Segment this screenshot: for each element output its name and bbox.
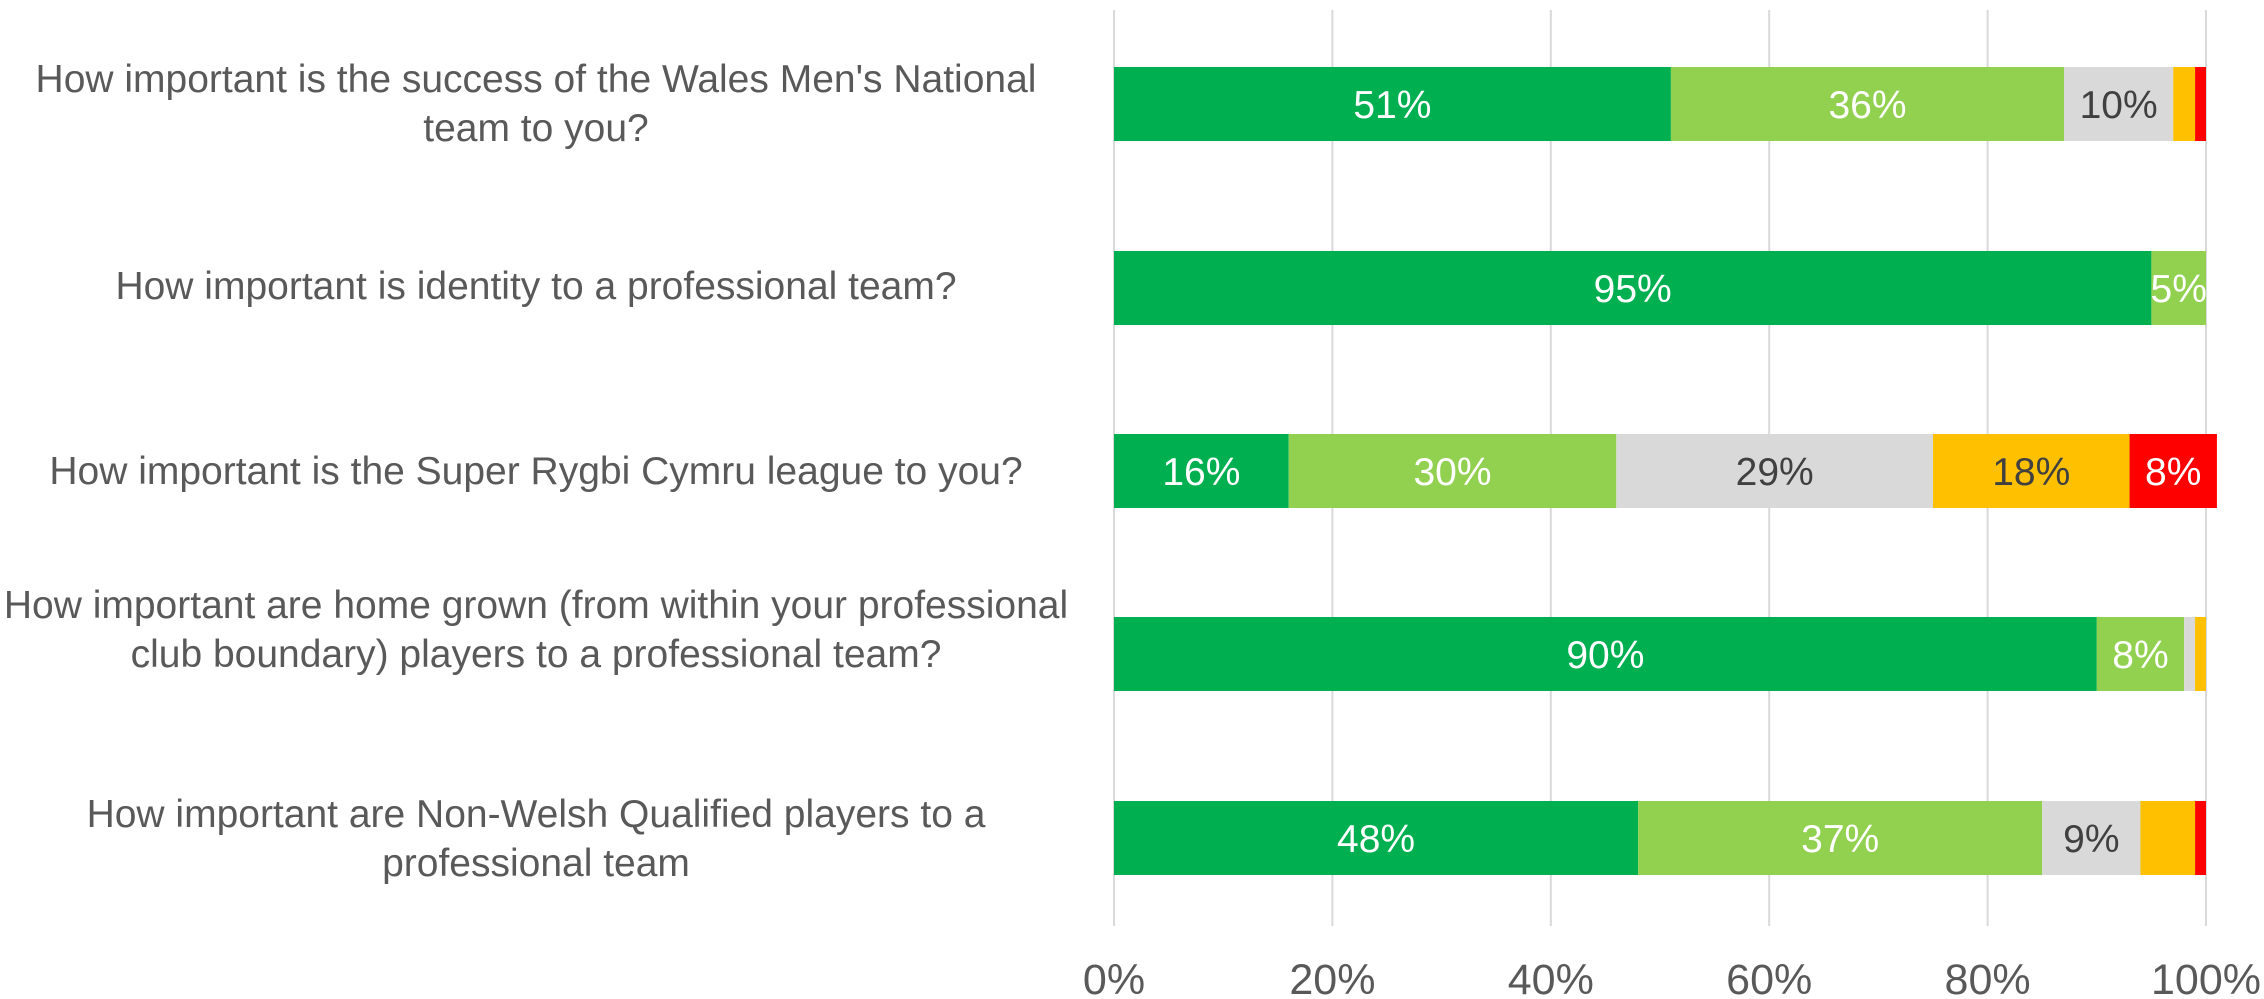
- data-label: 29%: [1736, 451, 1814, 494]
- bar-segment: [1114, 434, 1289, 508]
- data-label: 48%: [1337, 818, 1415, 861]
- data-label: 8%: [2112, 634, 2168, 677]
- bar-segment: [1114, 67, 1671, 141]
- data-label: 51%: [1353, 84, 1431, 127]
- bar-segment: [2096, 617, 2185, 691]
- category-label-home-grown-players: How important are home grown (from withi…: [3, 584, 1069, 676]
- data-label: 37%: [1801, 818, 1879, 861]
- bar-segment: [2173, 67, 2196, 141]
- bar-segment: [2195, 67, 2206, 141]
- data-label: 16%: [1162, 451, 1240, 494]
- bar-segment: [2195, 617, 2206, 691]
- data-label: 10%: [2080, 84, 2158, 127]
- bar-segment: [2042, 801, 2141, 875]
- category-label-wales-national-team: How important is the success of the Wale…: [35, 58, 1037, 150]
- data-label: 90%: [1566, 634, 1644, 677]
- bar-segment: [1616, 434, 1933, 508]
- bar-segment: [2184, 617, 2196, 691]
- bar-segment: [1114, 617, 2097, 691]
- data-label: 9%: [2063, 818, 2119, 861]
- bar-segment: [2195, 801, 2206, 875]
- bar-segment: [2129, 434, 2217, 508]
- data-label: 30%: [1413, 451, 1491, 494]
- data-label: 95%: [1594, 268, 1672, 311]
- bar-segment: [1288, 434, 1617, 508]
- data-label: 8%: [2145, 451, 2201, 494]
- x-tick-label: 40%: [1508, 956, 1594, 999]
- bar-segment: [2151, 251, 2206, 325]
- data-label: 36%: [1828, 84, 1906, 127]
- bar-segment: [2140, 801, 2196, 875]
- x-tick-label: 0%: [1083, 956, 1145, 999]
- x-tick-label: 80%: [1945, 956, 2031, 999]
- bar-segment: [1638, 801, 2043, 875]
- category-label-non-welsh-qualified: How important are Non-Welsh Qualified pl…: [86, 793, 986, 885]
- bar-segment: [1933, 434, 2130, 508]
- x-tick-label: 20%: [1289, 956, 1375, 999]
- bar-segment: [1114, 801, 1639, 875]
- data-label: 18%: [1992, 451, 2070, 494]
- bar-segment: [2064, 67, 2174, 141]
- category-label-identity: How important is identity to a professio…: [115, 265, 957, 308]
- bar-segment: [1114, 251, 2152, 325]
- x-tick-label: 100%: [2151, 956, 2261, 999]
- bar-segment: [1670, 67, 2065, 141]
- data-label: 5%: [2151, 268, 2207, 311]
- category-label-super-rygbi-cymru: How important is the Super Rygbi Cymru l…: [49, 450, 1023, 493]
- x-tick-label: 60%: [1726, 956, 1812, 999]
